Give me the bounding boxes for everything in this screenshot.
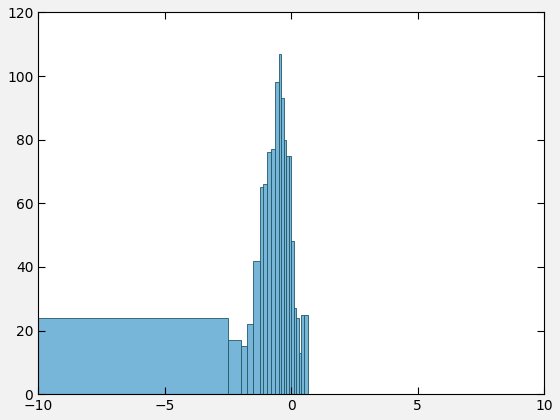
Bar xyxy=(286,155,289,394)
Bar xyxy=(281,98,283,394)
Bar xyxy=(267,152,271,394)
Bar xyxy=(304,315,307,394)
Bar xyxy=(283,140,286,394)
Bar xyxy=(260,187,263,394)
Bar xyxy=(253,260,260,394)
Bar xyxy=(247,324,253,394)
Bar xyxy=(294,308,296,394)
Bar xyxy=(296,318,299,394)
Bar xyxy=(241,346,247,394)
Bar xyxy=(301,315,304,394)
Bar xyxy=(228,340,241,394)
Bar xyxy=(299,353,301,394)
Bar xyxy=(278,54,281,394)
Bar xyxy=(291,241,294,394)
Bar xyxy=(38,318,228,394)
Bar xyxy=(271,149,275,394)
Bar xyxy=(289,155,291,394)
Bar xyxy=(263,184,267,394)
Bar xyxy=(275,82,278,394)
